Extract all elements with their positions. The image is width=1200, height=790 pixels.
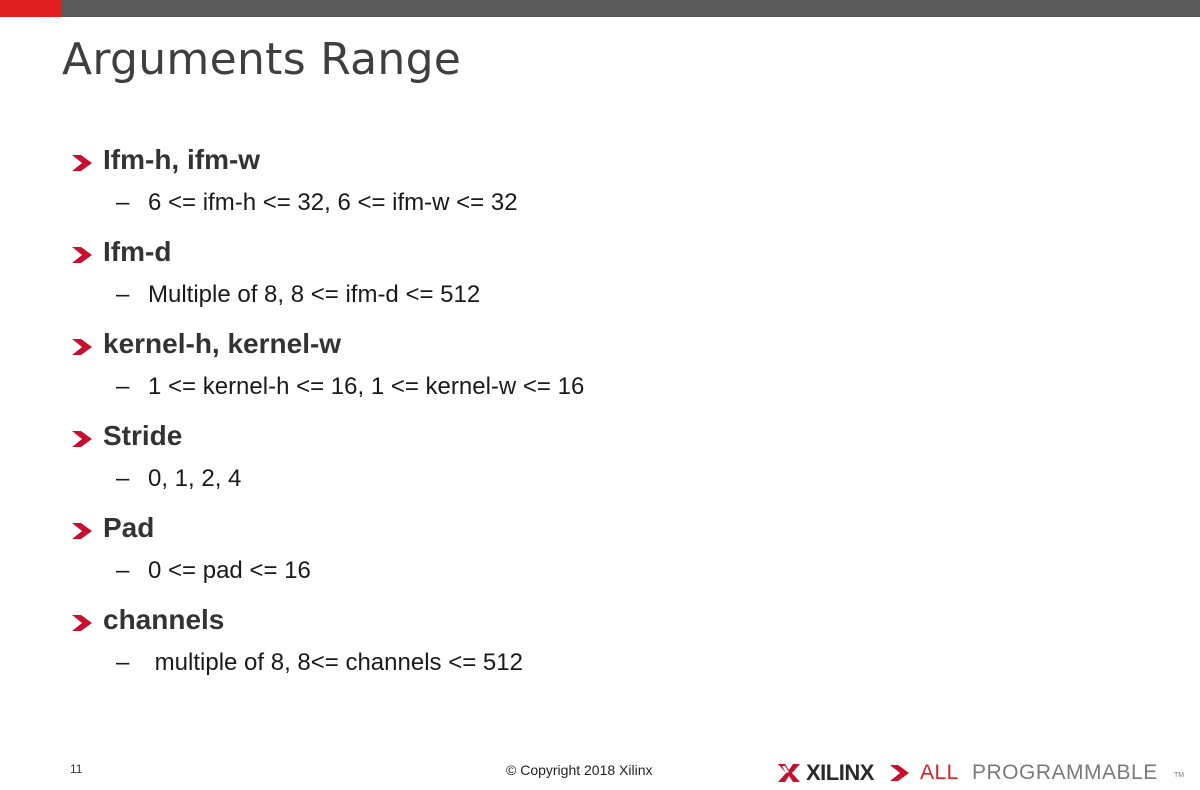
- sub-item-text: 0, 1, 2, 4: [148, 465, 242, 492]
- dash-marker: –: [116, 373, 130, 400]
- bullet-item: Ifm-d: [72, 232, 1072, 272]
- top-bar-accent: [0, 0, 62, 17]
- dash-marker: –: [116, 557, 130, 584]
- bullet-item: channels: [72, 600, 1072, 640]
- bullet-label: Ifm-h, ifm-w: [103, 144, 261, 175]
- sub-item-text: Multiple of 8, 8 <= ifm-d <= 512: [148, 281, 481, 308]
- copyright-text: © Copyright 2018 Xilinx: [506, 762, 653, 778]
- dash-marker: –: [116, 189, 130, 216]
- bullet-label: Pad: [103, 512, 155, 543]
- sub-item-text: 6 <= ifm-h <= 32, 6 <= ifm-w <= 32: [148, 189, 518, 216]
- slide-title: Arguments Range: [62, 34, 462, 85]
- sub-item-text: 1 <= kernel-h <= 16, 1 <= kernel-w <= 16: [148, 373, 585, 400]
- chevron-right-icon: [72, 431, 92, 447]
- sub-item: – 0, 1, 2, 4: [72, 456, 1072, 508]
- sub-item-text: 0 <= pad <= 16: [148, 557, 311, 584]
- bullet-item: Ifm-h, ifm-w: [72, 140, 1072, 180]
- bullet-list: Ifm-h, ifm-w – 6 <= ifm-h <= 32, 6 <= if…: [72, 140, 1072, 692]
- sub-item: – 1 <= kernel-h <= 16, 1 <= kernel-w <= …: [72, 364, 1072, 416]
- bullet-label: Ifm-d: [103, 236, 172, 267]
- bullet-item: Pad: [72, 508, 1072, 548]
- chevron-right-icon: [890, 765, 909, 781]
- page-number: 11: [70, 762, 83, 776]
- chevron-right-icon: [72, 155, 92, 171]
- logo-tagline-accent: ALL: [920, 761, 959, 784]
- dash-marker: –: [116, 281, 130, 308]
- bullet-item: Stride: [72, 416, 1072, 456]
- logo-trademark: TM: [1174, 772, 1185, 779]
- chevron-right-icon: [72, 339, 92, 355]
- sub-item: – 0 <= pad <= 16: [72, 548, 1072, 600]
- sub-item: – multiple of 8, 8<= channels <= 512: [72, 640, 1072, 692]
- logo-tagline-rest: PROGRAMMABLE: [972, 761, 1158, 784]
- chevron-right-icon: [72, 247, 92, 263]
- chevron-right-icon: [72, 523, 92, 539]
- bullet-label: Stride: [103, 420, 183, 451]
- dash-marker: –: [116, 649, 130, 676]
- bullet-item: kernel-h, kernel-w: [72, 324, 1072, 364]
- chevron-right-icon: [72, 615, 92, 631]
- sub-item-text: multiple of 8, 8<= channels <= 512: [148, 649, 523, 676]
- xilinx-x-icon: [778, 764, 800, 782]
- sub-item: – 6 <= ifm-h <= 32, 6 <= ifm-w <= 32: [72, 180, 1072, 232]
- bullet-label: channels: [103, 604, 225, 635]
- logo-brand: XILINX: [806, 760, 874, 785]
- sub-item: – Multiple of 8, 8 <= ifm-d <= 512: [72, 272, 1072, 324]
- top-bar: [0, 0, 1200, 17]
- bullet-label: kernel-h, kernel-w: [103, 328, 342, 359]
- dash-marker: –: [116, 465, 130, 492]
